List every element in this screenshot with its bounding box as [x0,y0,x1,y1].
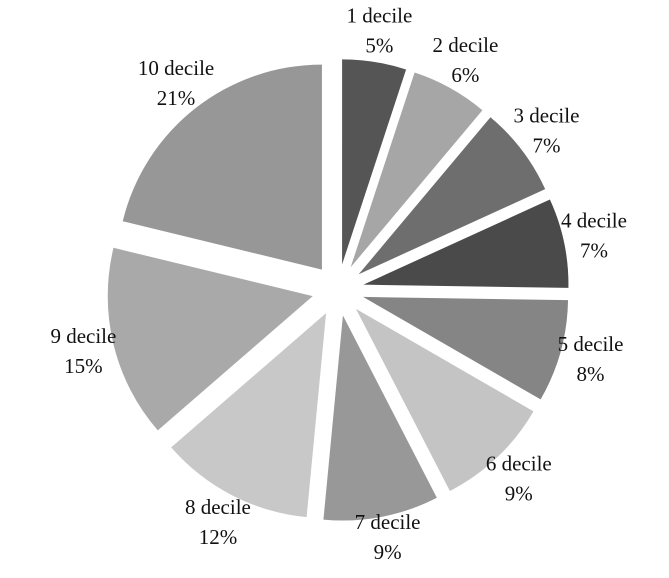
slice-category-label: 7 decile [355,510,421,534]
slice-label-8: 8 decile 12% [185,495,251,549]
pie-slice-6 [355,308,534,492]
slice-label-3: 3 decile 7% [514,103,580,157]
pie-slice-5 [363,296,569,400]
slice-category-label: 8 decile [185,495,251,519]
pie-slice-3 [358,117,546,275]
slice-category-label: 1 decile [346,3,412,27]
slice-value-label: 7% [532,133,560,157]
slice-value-label: 21% [157,86,196,110]
slice-label-2: 2 decile 6% [432,33,498,87]
pie-slice-4 [363,199,569,288]
slice-value-label: 9% [374,540,402,564]
slice-value-label: 5% [365,33,393,57]
pie-slice-7 [323,315,437,521]
slice-label-6: 6 decile 9% [486,452,552,506]
slice-labels: 1 decile 5% 2 decile 6% 3 decile 7% 4 decile 7%… [50,3,627,564]
pie-slice-8 [171,313,327,518]
slice-category-label: 6 decile [486,452,552,476]
slice-category-label: 10 decile [138,56,214,80]
slice-value-label: 12% [199,525,238,549]
slice-value-label: 8% [577,362,605,386]
slice-value-label: 15% [64,354,103,378]
slice-label-5: 5 decile 8% [558,332,624,386]
slice-value-label: 6% [451,63,479,87]
slice-category-label: 9 decile [50,324,116,348]
slice-label-7: 7 decile 9% [355,510,421,564]
pie-slices [107,59,569,521]
slice-value-label: 9% [505,482,533,506]
slice-label-9: 9 decile 15% [50,324,116,378]
slice-label-1: 1 decile 5% [346,3,412,57]
slice-category-label: 5 decile [558,332,624,356]
slice-label-4: 4 decile 7% [561,208,627,262]
pie-slice-9 [107,247,313,431]
slice-category-label: 3 decile [514,103,580,127]
slice-label-10: 10 decile 21% [138,56,214,110]
slice-value-label: 7% [580,238,608,262]
pie-slice-1 [342,59,407,265]
slice-category-label: 4 decile [561,208,627,232]
slice-category-label: 2 decile [432,33,498,57]
pie-slice-10 [122,64,322,270]
pie-slice-2 [350,72,483,268]
